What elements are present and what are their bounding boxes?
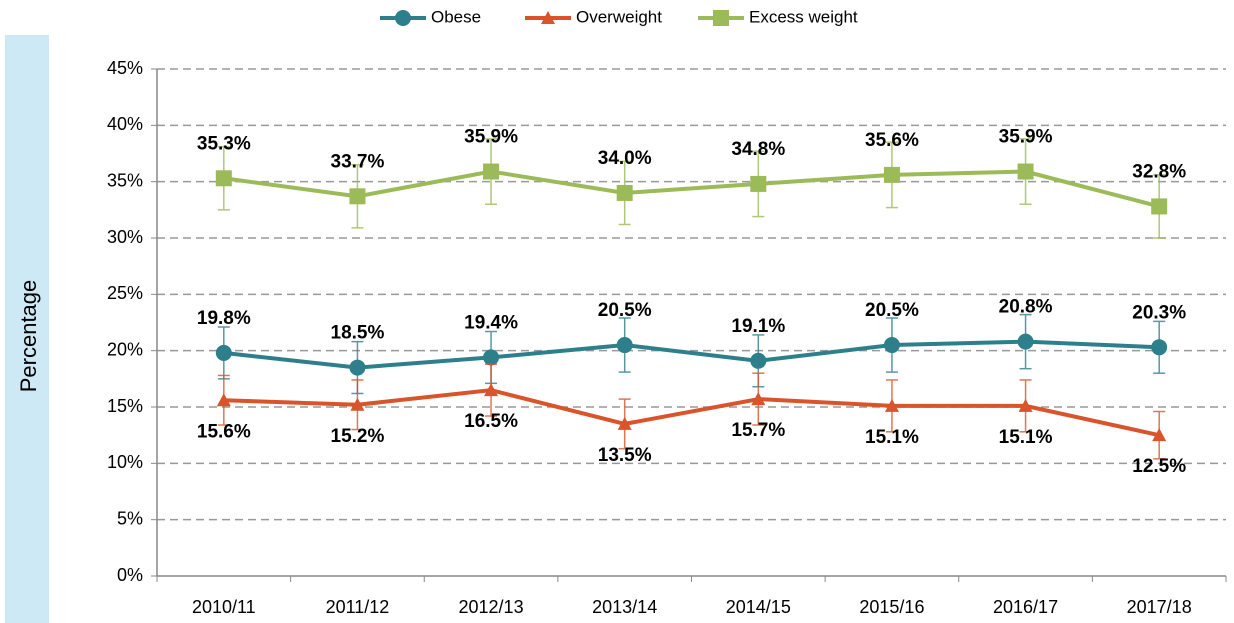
x-tick-label: 2011/12	[326, 597, 390, 617]
data-label: 34.8%	[731, 139, 785, 160]
data-label: 18.5%	[331, 323, 385, 344]
data-label: 15.7%	[731, 420, 785, 441]
marker	[349, 188, 366, 205]
series-line	[223, 169, 1160, 209]
y-tick-label: 35%	[107, 170, 143, 190]
y-tick-label: 15%	[107, 396, 143, 416]
data-label: 15.1%	[999, 427, 1053, 448]
data-label: 35.9%	[999, 127, 1053, 148]
x-tick-label: 2012/13	[459, 597, 524, 617]
data-label: 15.1%	[865, 427, 919, 448]
legend-marker	[713, 10, 729, 26]
y-tick-label: 0%	[117, 565, 143, 585]
legend-label: Overweight	[576, 7, 662, 26]
marker	[616, 184, 633, 201]
x-tick-label: 2010/11	[192, 597, 256, 617]
data-label: 34.0%	[598, 148, 652, 169]
legend-label: Obese	[431, 7, 481, 26]
y-tick-label: 10%	[107, 452, 143, 472]
data-label: 15.2%	[331, 426, 385, 447]
data-label: 13.5%	[598, 445, 652, 466]
y-label-box	[5, 35, 49, 623]
marker	[750, 352, 767, 369]
marker	[215, 344, 232, 361]
data-label: 19.4%	[464, 312, 518, 333]
marker	[883, 166, 900, 183]
x-tick-label: 2013/14	[592, 597, 657, 617]
marker	[616, 337, 633, 354]
marker	[750, 175, 767, 192]
data-label: 35.6%	[865, 130, 919, 151]
data-label: 20.3%	[1132, 302, 1186, 323]
marker	[617, 416, 632, 430]
y-tick-label: 45%	[107, 58, 143, 78]
marker	[1017, 163, 1034, 180]
data-label: 35.9%	[464, 127, 518, 148]
series-line	[223, 339, 1160, 370]
y-tick-label: 20%	[107, 339, 143, 359]
marker	[483, 163, 500, 180]
marker	[1151, 339, 1168, 356]
data-label: 20.5%	[865, 300, 919, 321]
x-tick-label: 2015/16	[859, 597, 924, 617]
y-tick-label: 40%	[107, 114, 143, 134]
data-label: 19.8%	[197, 308, 251, 329]
data-label: 32.8%	[1132, 161, 1186, 182]
marker	[484, 383, 499, 397]
legend-marker	[541, 11, 555, 24]
legend-label: Excess weight	[749, 7, 858, 26]
data-label: 12.5%	[1132, 456, 1186, 477]
x-tick-label: 2017/18	[1127, 597, 1192, 617]
legend-marker	[395, 10, 411, 26]
marker	[483, 349, 500, 366]
series-line	[223, 388, 1160, 438]
marker	[215, 170, 232, 187]
data-label: 16.5%	[464, 411, 518, 432]
y-tick-label: 30%	[107, 227, 143, 247]
data-label: 20.5%	[598, 300, 652, 321]
x-tick-label: 2014/15	[726, 597, 791, 617]
y-axis-label: Percentage	[16, 280, 41, 393]
y-tick-label: 5%	[117, 508, 143, 528]
y-tick-label: 25%	[107, 283, 143, 303]
data-label: 20.8%	[999, 297, 1053, 318]
marker	[349, 359, 366, 376]
data-label: 35.3%	[197, 133, 251, 154]
marker	[1018, 398, 1033, 412]
marker	[883, 337, 900, 354]
data-label: 19.1%	[731, 316, 785, 337]
marker	[216, 393, 231, 407]
marker	[1017, 333, 1034, 350]
marker	[751, 392, 766, 406]
x-tick-label: 2016/17	[993, 597, 1058, 617]
data-label: 33.7%	[331, 151, 385, 172]
marker	[350, 397, 365, 411]
marker	[884, 398, 899, 412]
marker	[1151, 198, 1168, 215]
data-label: 15.6%	[197, 421, 251, 442]
marker	[1152, 428, 1167, 442]
